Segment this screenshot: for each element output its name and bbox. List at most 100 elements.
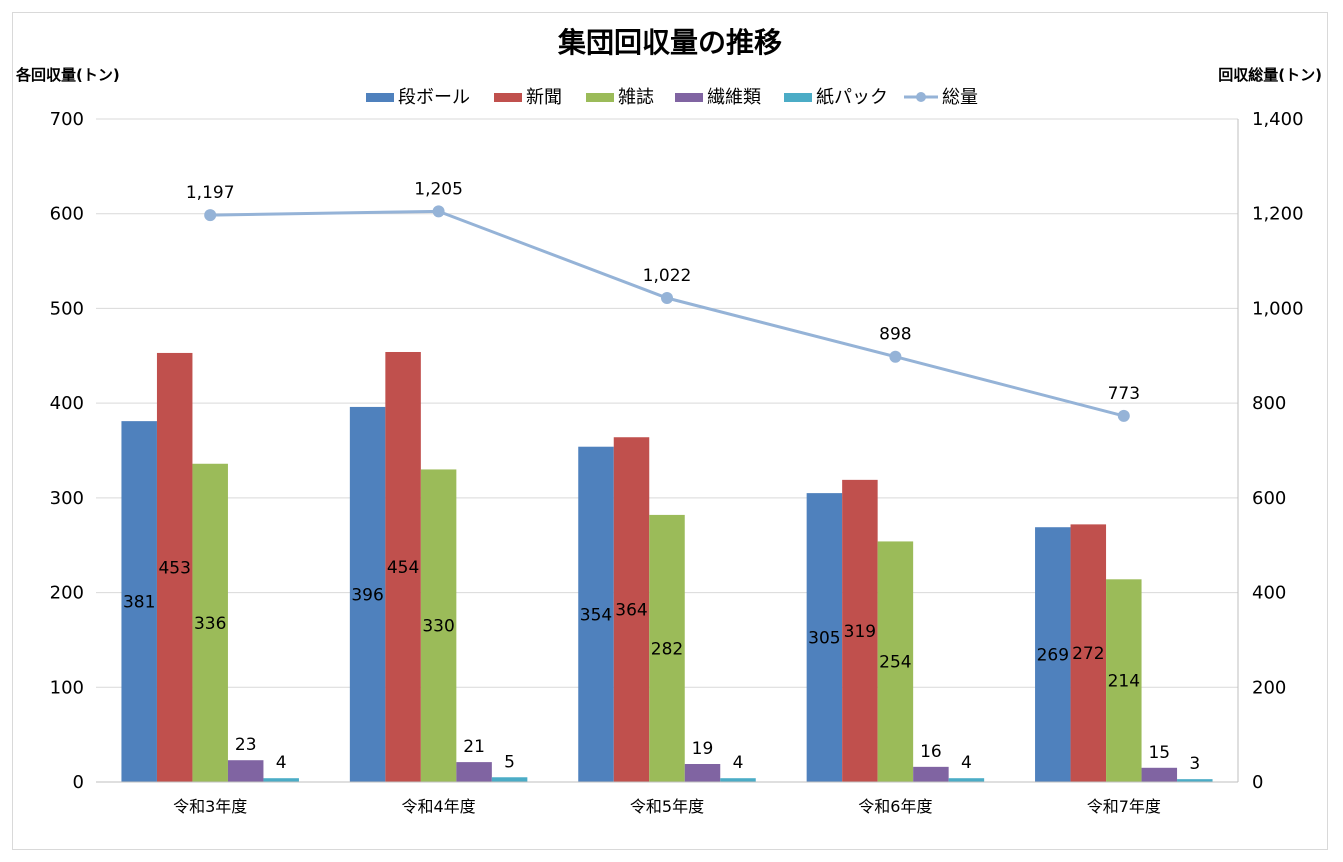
- x-tick-label: 令和3年度: [173, 797, 247, 816]
- right-axis-title: 回収総量(トン): [1218, 66, 1322, 84]
- legend-swatch: [586, 93, 614, 102]
- data-label: 454: [387, 558, 419, 578]
- bars: [121, 351, 1213, 782]
- y-left-tick-label: 700: [50, 109, 84, 130]
- y-right-tick-label: 200: [1252, 677, 1286, 698]
- bar: [720, 778, 756, 782]
- data-label: 453: [158, 558, 190, 578]
- data-label: 330: [422, 617, 454, 637]
- y-right-tick-label: 600: [1252, 488, 1286, 509]
- data-label: 1,205: [414, 179, 463, 199]
- chart-title: 集団回収量の推移: [557, 26, 782, 59]
- data-label: 4: [276, 753, 287, 773]
- bar: [806, 493, 843, 782]
- data-label: 272: [1072, 644, 1104, 664]
- data-label: 354: [580, 605, 612, 625]
- legend-label: 紙パック: [816, 87, 888, 108]
- line-point: [661, 292, 673, 305]
- bar: [491, 777, 528, 782]
- bar: [1106, 579, 1142, 782]
- bar: [684, 764, 721, 782]
- data-label: 364: [615, 601, 647, 621]
- y-right-tick-label: 0: [1252, 772, 1263, 793]
- y-right-tick-label: 800: [1252, 393, 1286, 414]
- data-label: 336: [194, 614, 226, 634]
- legend-label: 段ボール: [398, 87, 470, 108]
- bar: [913, 766, 949, 782]
- y-left-tick-label: 500: [50, 298, 84, 319]
- total-line: [204, 205, 1130, 422]
- legend-marker: [916, 92, 926, 102]
- legend-swatch: [494, 93, 522, 102]
- bar: [227, 760, 264, 782]
- data-label: 282: [651, 639, 683, 659]
- x-tick-label: 令和6年度: [858, 797, 932, 816]
- bar: [1035, 527, 1071, 782]
- line-point: [204, 209, 217, 222]
- data-label: 396: [351, 585, 383, 605]
- bar: [420, 469, 457, 782]
- legend-label: 繊維類: [707, 87, 761, 108]
- data-label: 16: [920, 742, 942, 762]
- data-label: 4: [961, 753, 972, 773]
- bar: [385, 351, 421, 782]
- axes: 0 100 200 300 400 500 600 700 0 200 400 600 800 1,000…: [50, 109, 1304, 816]
- legend-swatch: [366, 93, 394, 102]
- bar: [1141, 767, 1178, 782]
- y-right-tick-label: 1,400: [1252, 109, 1304, 130]
- data-label: 254: [879, 653, 911, 673]
- bar: [192, 463, 228, 782]
- line-point: [1117, 409, 1130, 422]
- data-label: 773: [1108, 384, 1140, 404]
- data-label: 1,022: [643, 266, 692, 286]
- bar: [842, 479, 878, 782]
- legend: 段ボール 新聞 雑誌 繊維類 紙パック 総量: [366, 87, 978, 108]
- bar: [263, 778, 299, 782]
- x-tick-label: 令和7年度: [1087, 797, 1161, 816]
- y-right-tick-label: 1,000: [1252, 298, 1304, 319]
- legend-swatch: [784, 93, 812, 102]
- bar: [121, 421, 157, 782]
- y-left-tick-label: 0: [73, 772, 84, 793]
- y-left-tick-label: 400: [50, 393, 84, 414]
- y-right-tick-label: 1,200: [1252, 204, 1304, 225]
- bar: [456, 762, 492, 782]
- y-left-tick-label: 300: [50, 488, 84, 509]
- series-line: [210, 209, 1125, 418]
- y-right-tick-label: 400: [1252, 583, 1286, 604]
- y-left-tick-label: 100: [50, 677, 84, 698]
- legend-label: 総量: [942, 87, 978, 108]
- bar: [156, 352, 193, 782]
- x-tick-label: 令和4年度: [402, 797, 476, 816]
- data-label: 21: [463, 737, 485, 757]
- bar: [1070, 524, 1107, 782]
- bar: [649, 514, 685, 782]
- data-label: 1,197: [186, 183, 235, 203]
- data-label: 5: [504, 752, 515, 772]
- bar: [877, 541, 914, 782]
- left-axis-title: 各回収量(トン): [15, 66, 120, 84]
- data-label: 19: [692, 739, 714, 759]
- data-label: 214: [1108, 672, 1140, 692]
- data-label: 23: [235, 735, 257, 755]
- bar: [613, 437, 650, 782]
- data-label: 4: [733, 753, 744, 773]
- line-point: [432, 205, 445, 218]
- legend-swatch: [675, 93, 703, 102]
- legend-label: 雑誌: [618, 87, 654, 108]
- bar: [1177, 779, 1213, 782]
- y-left-tick-label: 600: [50, 204, 84, 225]
- data-label: 898: [879, 325, 911, 345]
- legend-label: 新聞: [526, 87, 562, 108]
- data-label: 381: [123, 593, 155, 613]
- bar: [948, 778, 985, 782]
- data-label: 305: [808, 629, 840, 649]
- data-label: 319: [844, 622, 876, 642]
- y-left-tick-label: 200: [50, 583, 84, 604]
- line-point: [889, 350, 902, 363]
- x-tick-label: 令和5年度: [630, 797, 704, 816]
- data-label: 269: [1037, 646, 1069, 666]
- data-label: 15: [1148, 743, 1170, 763]
